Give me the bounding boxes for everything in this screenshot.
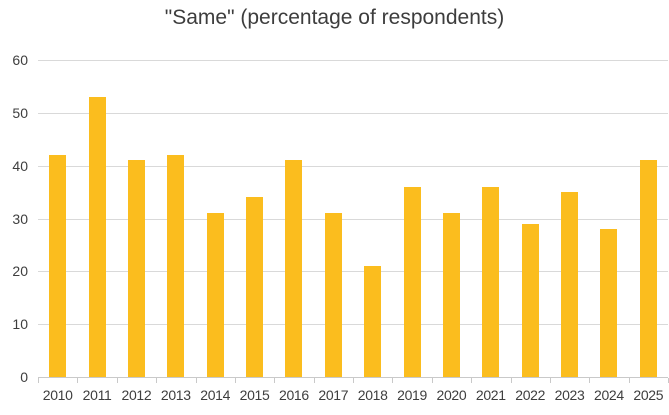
x-axis-labels: 2010 2011 2012 2013 2014 2015 2016 2017 2018 2019… [38,387,668,403]
x-axis-label-2015: 2015 [239,387,270,403]
bar-2017 [324,213,342,377]
bar-2021 [482,186,500,377]
x-axis-label-2019: 2019 [397,387,428,403]
x-tick-2011 [78,378,118,383]
x-tick-2019 [393,378,433,383]
y-axis-label-40: 40 [12,157,28,174]
gridline-50 [38,112,668,114]
gridline-20 [38,271,668,273]
bar-2020 [442,213,460,377]
bar-2018 [364,266,382,377]
x-tick-2023 [551,378,591,383]
bar-2014 [206,213,224,377]
chart-title: "Same" (percentage of respondents) [164,6,505,29]
bar-cell-2020 [432,60,471,377]
bar-cell-2021 [471,60,510,377]
y-axis-label-10: 10 [12,316,28,333]
x-axis-label-2014: 2014 [200,387,231,403]
y-axis-labels: 0 10 20 30 40 50 60 [0,52,28,385]
y-axis-label-0: 0 [20,369,28,385]
bar-2022 [521,223,539,377]
x-tick-2013 [157,378,197,383]
y-axis-label-30: 30 [12,210,28,227]
bar-2015 [246,197,264,377]
x-tick-2022 [512,378,551,383]
x-tick-2012 [118,378,158,383]
x-axis-label-2012: 2012 [121,387,152,403]
x-axis-label-2020: 2020 [436,387,467,403]
x-axis-label-2025: 2025 [633,387,664,403]
gridline-60 [38,60,668,61]
bar-2013 [167,155,185,377]
y-axis-label-60: 60 [12,52,28,68]
x-tick-2010 [39,378,79,383]
y-axis-label-50: 50 [12,104,28,121]
y-axis-label-20: 20 [12,263,28,280]
x-axis-label-2011: 2011 [82,387,112,403]
bar-cell-2019 [392,60,431,377]
x-axis-label-2010: 2010 [42,387,73,403]
bars-row [38,60,668,377]
bar-2025 [639,160,657,377]
x-tick-2021 [472,378,512,383]
bar-2011 [88,96,106,377]
bar-cell-2018 [353,60,392,377]
x-axis-label-2017: 2017 [318,387,349,403]
bar-2023 [561,192,579,377]
bar-cell-2023 [550,60,589,377]
x-axis-label-2022: 2022 [515,387,546,403]
x-axis-label-2023: 2023 [554,387,585,403]
bar-2016 [285,160,303,377]
plot-area [38,60,668,378]
bar-cell-2015 [235,60,274,377]
x-tick-2014 [197,378,236,383]
bar-cell-2016 [274,60,313,377]
x-tick-2015 [236,378,276,383]
bar-cell-2022 [511,60,550,377]
x-tick-2025 [630,378,669,383]
x-axis-ticks [38,378,669,383]
x-tick-2018 [354,378,394,383]
x-tick-2017 [315,378,354,383]
bar-2019 [403,186,421,377]
bar-cell-2013 [156,60,195,377]
x-axis-label-2021: 2021 [475,387,506,403]
x-tick-2024 [590,378,630,383]
x-tick-2020 [433,378,473,383]
x-tick-2016 [275,378,315,383]
bar-cell-2017 [314,60,353,377]
bar-cell-2025 [629,60,668,377]
bar-cell-2024 [589,60,628,377]
bar-2010 [49,155,67,377]
x-axis-label-2016: 2016 [278,387,309,403]
gridline-40 [38,165,668,167]
bar-cell-2010 [38,60,77,377]
bar-cell-2012 [117,60,156,377]
bar-cell-2014 [196,60,235,377]
x-axis-label-2013: 2013 [160,387,191,403]
bar-cell-2011 [77,60,116,377]
bar-2012 [127,160,145,377]
bar-2024 [600,229,618,377]
gridline-30 [38,218,668,220]
gridline-10 [38,324,668,326]
x-axis-label-2024: 2024 [593,387,624,403]
x-axis-label-2018: 2018 [357,387,388,403]
